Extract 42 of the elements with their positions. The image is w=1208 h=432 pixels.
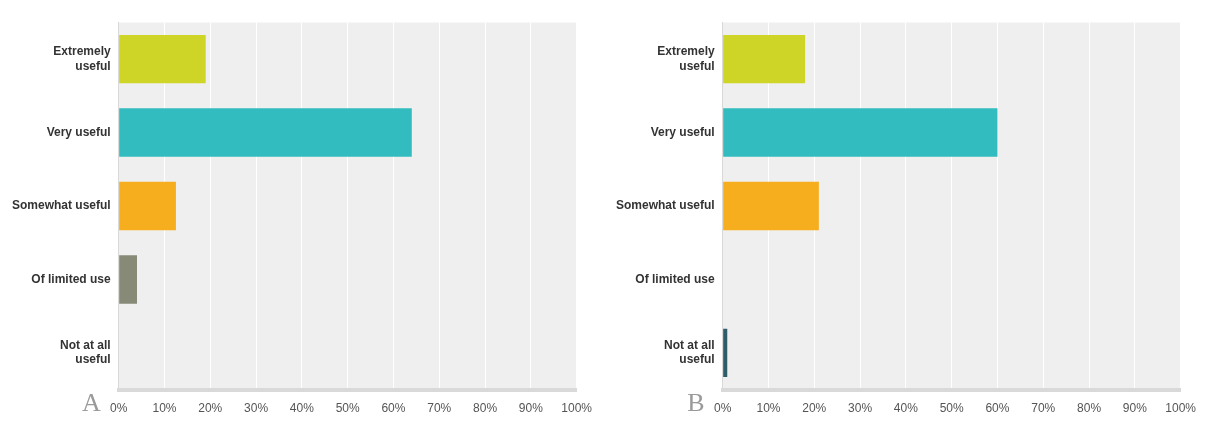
x-tick-label: 90% [518,401,544,416]
y-tick-label: Of limited use [31,271,111,286]
x-tick-label: 70% [1031,401,1056,416]
text: B [687,388,705,418]
x-tick-label: 0% [714,401,732,416]
y-tick-label: Extremely useful [657,44,715,73]
x-tick-label: 10% [152,401,177,416]
bar [723,328,728,378]
x-tick-label: 0% [110,401,128,416]
x-tick-label: 30% [244,401,269,416]
x-tick-label: 80% [473,401,498,416]
x-tick-label: 50% [335,401,360,416]
x-tick-label: 30% [848,401,873,416]
y-tick-label: Of limited use [635,271,715,286]
y-tick-label: Not at all useful [664,337,715,367]
x-tick-label: 20% [802,401,827,416]
bar [723,181,819,231]
x-tick-label: 90% [1122,401,1148,416]
bar [119,181,176,231]
x-tick-label: 40% [289,401,315,416]
x-tick-label: 100% [561,401,593,416]
x-tick-label: 60% [985,401,1010,416]
bar [723,108,998,157]
x-tick-label: 50% [939,401,964,416]
bar [723,34,806,84]
y-tick-label: Somewhat useful [12,198,111,213]
y-tick-label: Not at all useful [60,337,111,367]
y-tick-label: Very useful [46,124,111,139]
x-tick-label: 70% [427,401,452,416]
x-tick-label: 40% [893,401,919,416]
x-tick-label: 20% [198,401,223,416]
y-tick-label: Extremely useful [53,44,111,73]
y-tick-label: Somewhat useful [616,198,715,213]
x-tick-label: 80% [1077,401,1102,416]
bar [119,255,137,304]
y-tick-label: Very useful [650,124,715,139]
bar [119,108,412,157]
text: A [81,388,101,418]
bar [119,34,206,84]
x-tick-label: 100% [1165,401,1197,416]
x-tick-label: 10% [756,401,781,416]
x-tick-label: 60% [381,401,406,416]
